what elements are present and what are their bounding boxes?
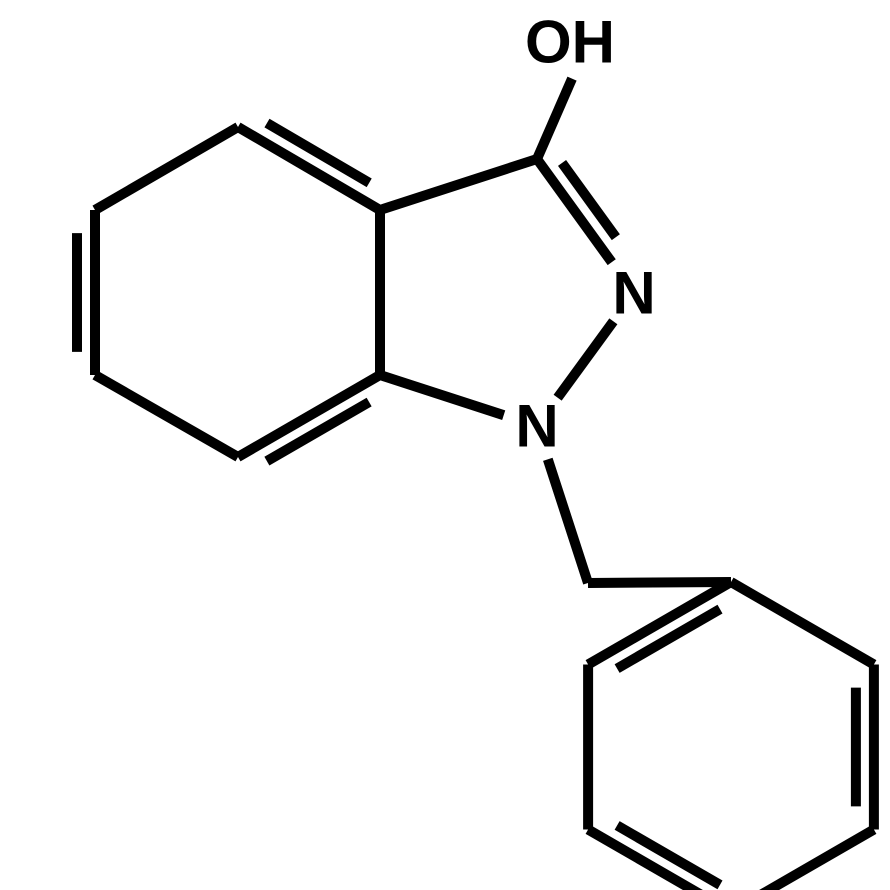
atom-label: OH bbox=[525, 9, 615, 76]
molecule-diagram: OH NN bbox=[0, 0, 890, 890]
atom-label: N bbox=[612, 260, 655, 327]
atom-label: N bbox=[515, 393, 558, 460]
